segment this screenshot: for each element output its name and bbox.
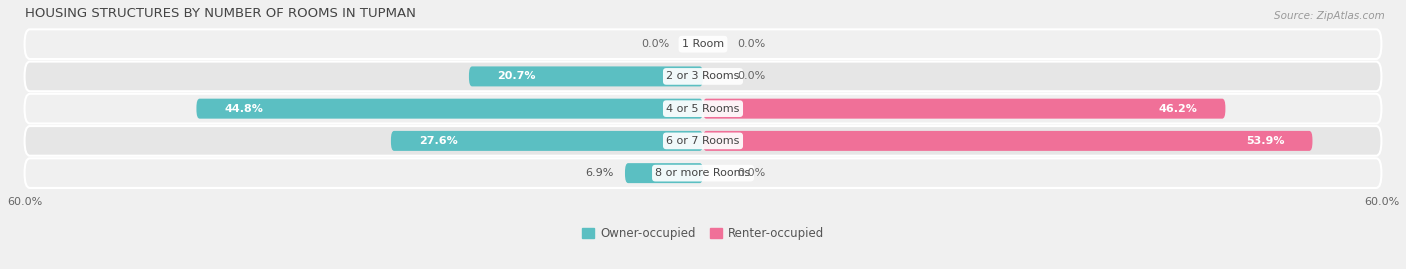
FancyBboxPatch shape	[24, 94, 1382, 123]
FancyBboxPatch shape	[391, 131, 703, 151]
Text: Source: ZipAtlas.com: Source: ZipAtlas.com	[1274, 11, 1385, 21]
FancyBboxPatch shape	[703, 131, 1312, 151]
FancyBboxPatch shape	[197, 99, 703, 119]
Text: 6.9%: 6.9%	[585, 168, 613, 178]
Text: 0.0%: 0.0%	[737, 39, 765, 49]
Text: 0.0%: 0.0%	[737, 168, 765, 178]
Text: 44.8%: 44.8%	[225, 104, 263, 114]
FancyBboxPatch shape	[470, 66, 703, 86]
Text: 2 or 3 Rooms: 2 or 3 Rooms	[666, 71, 740, 82]
Text: 46.2%: 46.2%	[1159, 104, 1197, 114]
Text: 8 or more Rooms: 8 or more Rooms	[655, 168, 751, 178]
FancyBboxPatch shape	[24, 62, 1382, 91]
Legend: Owner-occupied, Renter-occupied: Owner-occupied, Renter-occupied	[578, 222, 828, 245]
Text: HOUSING STRUCTURES BY NUMBER OF ROOMS IN TUPMAN: HOUSING STRUCTURES BY NUMBER OF ROOMS IN…	[24, 7, 415, 20]
FancyBboxPatch shape	[24, 29, 1382, 59]
FancyBboxPatch shape	[24, 158, 1382, 188]
Text: 6 or 7 Rooms: 6 or 7 Rooms	[666, 136, 740, 146]
FancyBboxPatch shape	[626, 163, 703, 183]
FancyBboxPatch shape	[703, 99, 1226, 119]
Text: 1 Room: 1 Room	[682, 39, 724, 49]
Text: 0.0%: 0.0%	[641, 39, 669, 49]
Text: 4 or 5 Rooms: 4 or 5 Rooms	[666, 104, 740, 114]
FancyBboxPatch shape	[24, 126, 1382, 156]
Text: 20.7%: 20.7%	[498, 71, 536, 82]
Text: 53.9%: 53.9%	[1246, 136, 1284, 146]
Text: 0.0%: 0.0%	[737, 71, 765, 82]
Text: 27.6%: 27.6%	[419, 136, 458, 146]
